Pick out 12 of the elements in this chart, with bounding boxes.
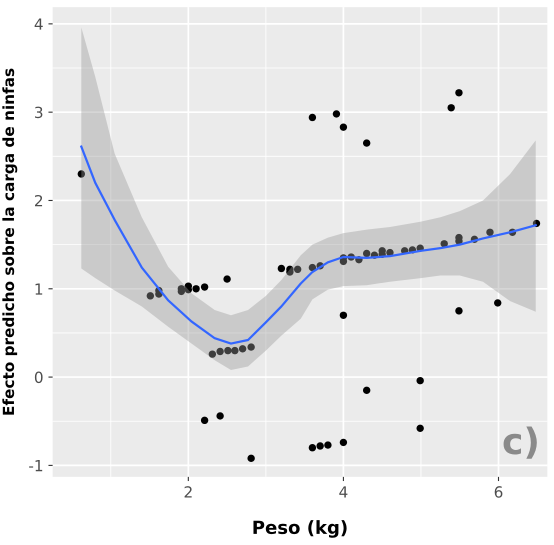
x-tick-label: 4 [339,486,348,498]
x-axis-title: Peso (kg) [253,520,347,538]
annotation: c) [504,426,537,459]
y-tick-label: -1 [29,460,42,472]
x-tick-label: 2 [184,486,192,498]
y-tick-label: 0 [34,372,43,384]
y-axis-title: Efecto predicho sobre la carga de ninfas [2,68,18,415]
x-tick-label: 6 [494,486,502,498]
y-tick-label: 2 [35,194,42,206]
y-tick-label: 1 [36,283,42,295]
y-tick-label: 3 [35,106,42,118]
y-tick-label: 4 [34,18,43,30]
